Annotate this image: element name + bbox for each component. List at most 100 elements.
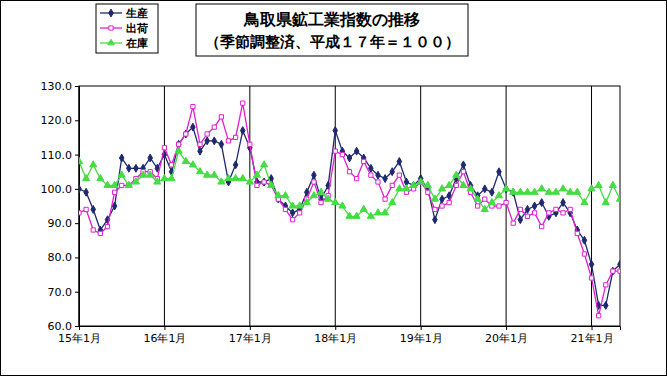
point [105, 224, 109, 228]
point [255, 183, 259, 187]
point [611, 269, 615, 273]
y-tick-label: 120.0 [41, 114, 73, 127]
x-tick-label: 20年1月 [485, 332, 528, 345]
x-tick-label: 16年1月 [143, 332, 186, 345]
point [354, 147, 359, 155]
point [112, 202, 117, 210]
point [84, 207, 88, 211]
point [490, 188, 495, 196]
y-tick-mark [75, 189, 79, 190]
point [532, 211, 536, 215]
point [147, 171, 154, 177]
point [589, 260, 594, 268]
point [561, 211, 565, 215]
point [597, 314, 601, 318]
point [248, 142, 252, 146]
legend-marker [109, 26, 113, 30]
point [481, 205, 488, 211]
point [383, 197, 387, 201]
y-tick: 120.0 [41, 114, 80, 127]
plot-marks [79, 101, 620, 318]
title-frame [196, 4, 468, 56]
y-tick-mark [75, 120, 79, 121]
point [482, 185, 487, 193]
point [233, 161, 238, 169]
point [79, 157, 83, 163]
point [467, 185, 474, 191]
point [239, 174, 246, 180]
point [532, 202, 537, 210]
x-tick: 19年1月 [400, 326, 443, 345]
point [225, 174, 232, 180]
point [581, 198, 588, 204]
point [538, 185, 545, 191]
point [511, 221, 515, 225]
x-axis: 15年1月16年1月17年1月18年1月19年1月20年1月21年1月 [58, 326, 621, 345]
point [503, 185, 510, 191]
legend: 生産出荷在庫 [96, 4, 158, 53]
x-tick-mark [506, 326, 507, 330]
point [240, 127, 245, 135]
point [205, 137, 210, 145]
x-tick: 21年1月 [571, 326, 614, 345]
x-tick: 18年1月 [314, 326, 357, 345]
legend-label: 出荷 [126, 22, 148, 35]
point [545, 188, 552, 194]
point [268, 181, 275, 187]
point [219, 140, 224, 148]
point [161, 174, 168, 180]
point [397, 173, 401, 177]
point [118, 171, 125, 177]
point [175, 147, 182, 153]
grid-line [335, 86, 336, 326]
x-tick: 17年1月 [229, 326, 272, 345]
x-tick-mark [592, 326, 593, 330]
plot-frame [79, 86, 620, 326]
point [339, 202, 346, 208]
point [575, 231, 579, 235]
point [561, 199, 566, 207]
point [476, 204, 480, 208]
point [312, 171, 317, 179]
point [119, 154, 124, 162]
point [198, 147, 203, 155]
x-tick: 16年1月 [143, 326, 186, 345]
point [369, 173, 373, 177]
point [182, 157, 189, 163]
grid-line [249, 86, 250, 326]
point [547, 211, 551, 215]
x-tick: 20年1月 [485, 326, 528, 345]
point [433, 207, 437, 211]
point [219, 115, 223, 119]
legend-label: 在庫 [125, 37, 148, 50]
point [360, 205, 367, 211]
point [410, 181, 417, 187]
point [347, 170, 351, 174]
point [169, 163, 173, 167]
point [191, 123, 196, 131]
point [226, 139, 230, 143]
point [168, 174, 175, 180]
point [582, 236, 587, 244]
point [390, 183, 394, 187]
point [446, 181, 453, 187]
point [111, 181, 118, 187]
point [582, 252, 586, 256]
point [347, 154, 352, 162]
point [461, 170, 465, 174]
point [603, 301, 608, 309]
point [374, 209, 381, 215]
point [616, 195, 620, 201]
point [90, 161, 97, 167]
point [275, 192, 282, 198]
point [440, 195, 445, 203]
point [602, 198, 609, 204]
point [531, 188, 538, 194]
y-axis: 60.070.080.090.0100.0110.0120.0130.0 [41, 80, 80, 333]
point [518, 207, 522, 211]
point [205, 132, 209, 136]
point [431, 195, 438, 201]
point [310, 192, 317, 198]
title: 鳥取県鉱工業指数の推移 [243, 10, 420, 29]
point [488, 198, 495, 204]
